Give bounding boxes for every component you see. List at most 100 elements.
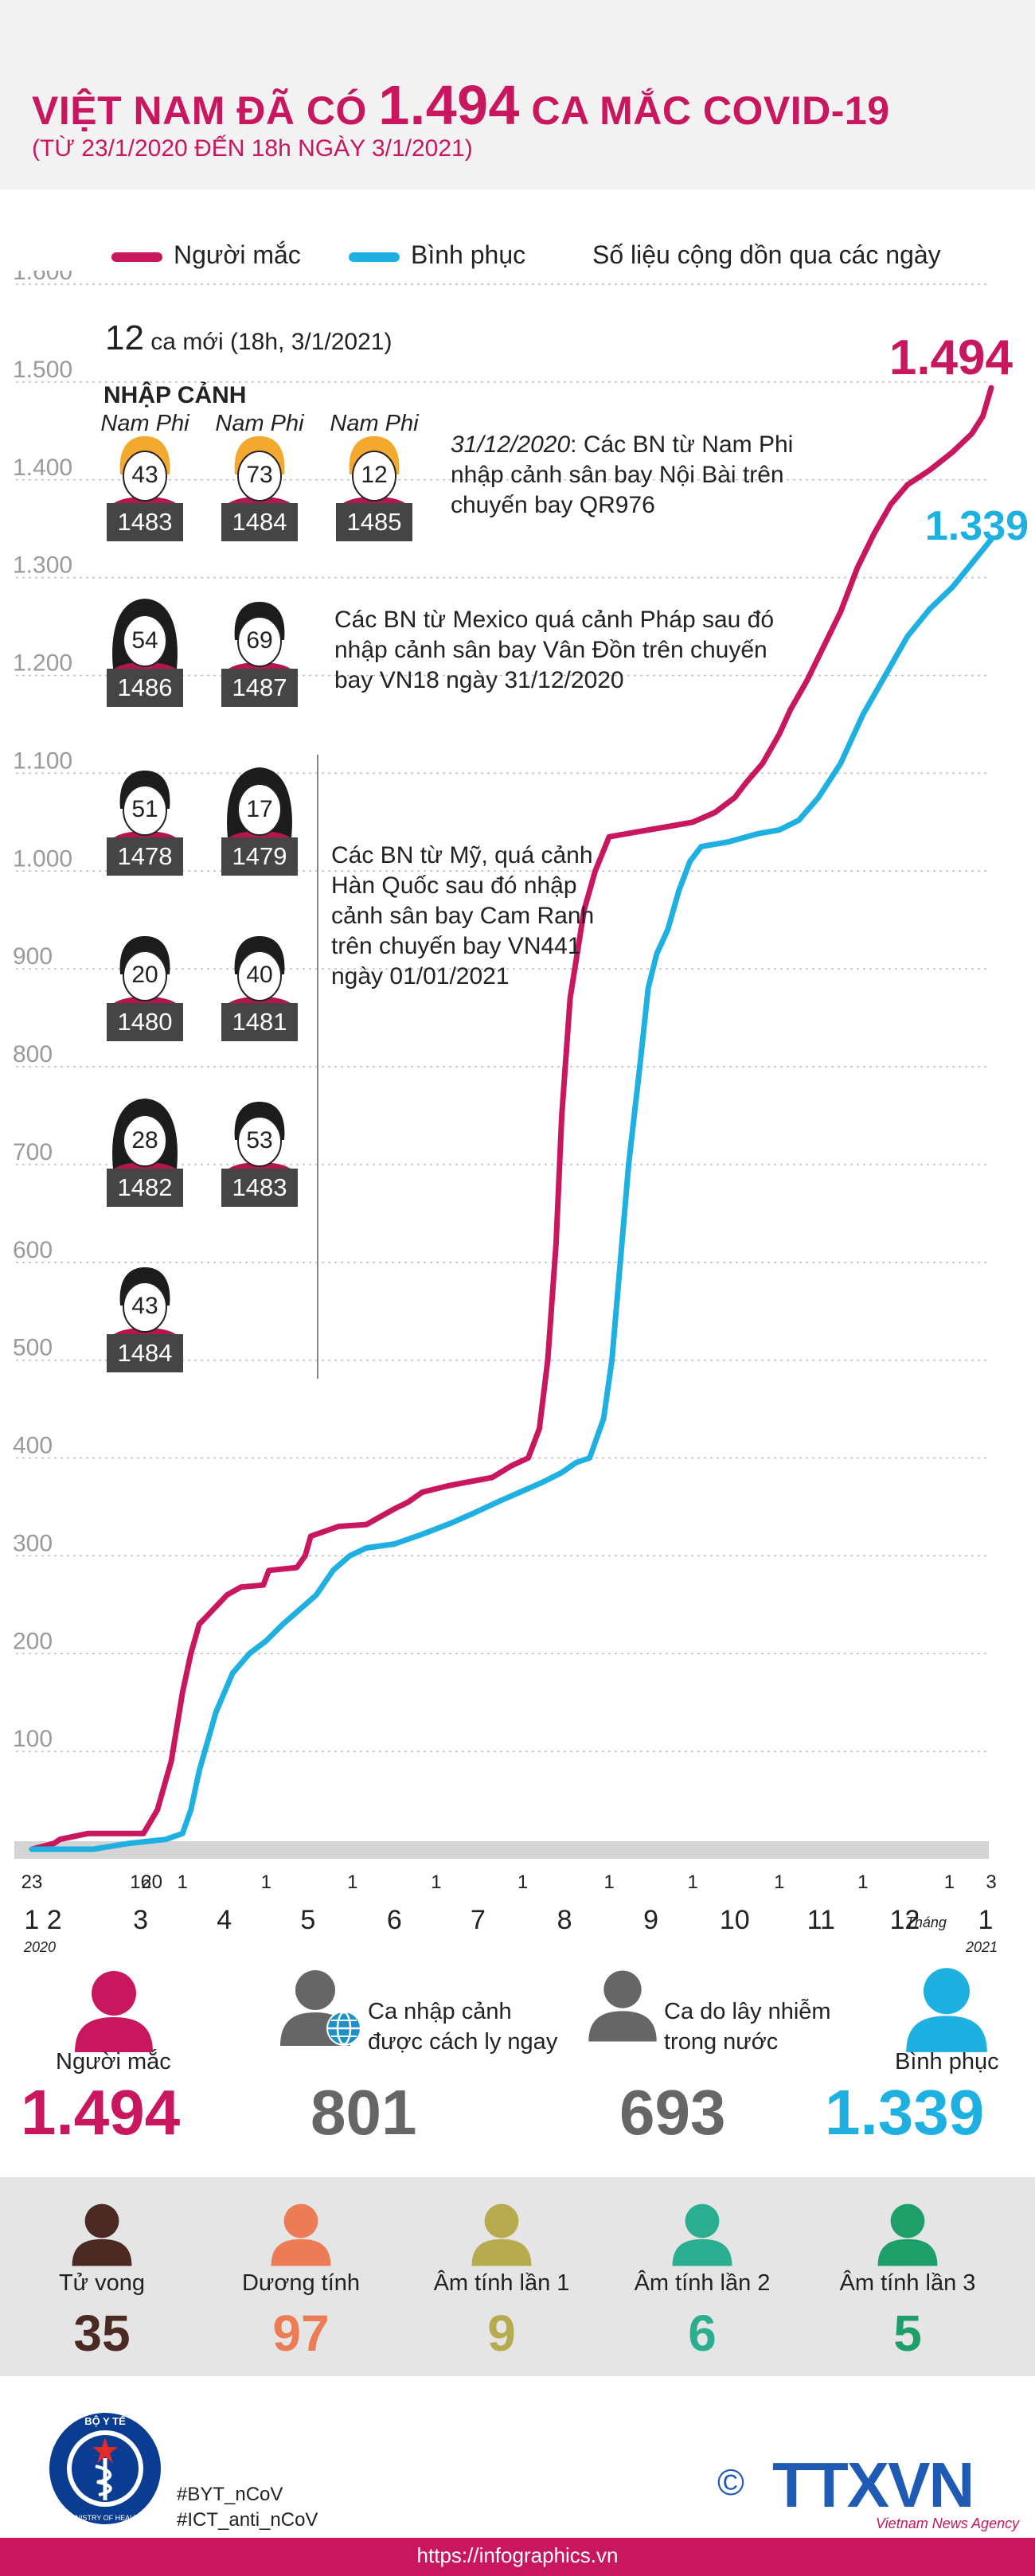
footer-url[interactable]: https://infographics.vn — [416, 2543, 619, 2567]
x-month-label: 11 — [807, 1905, 835, 1935]
chart-grid — [16, 283, 989, 1752]
x-day-label: 1 — [261, 1872, 271, 1893]
x-day-label: 3 — [986, 1872, 996, 1893]
patient-card: 43 1483 Nam Phi — [100, 411, 189, 549]
patient-id: 1487 — [221, 669, 298, 707]
patient-card: 54 1486 — [107, 580, 183, 715]
final-label-recovered: 1.339 — [925, 503, 1029, 549]
summary-recovered-value: 1.339 — [825, 2077, 985, 2148]
summary-local-label-line2: trong nước — [664, 2029, 779, 2055]
legend-recovered-label: Bình phục — [411, 240, 526, 269]
patient-id: 1484 — [221, 503, 298, 541]
summary-imported-label-line2: được cách ly ngay — [368, 2029, 558, 2055]
stat-value: 6 — [688, 2305, 717, 2362]
patient-id: 1481 — [221, 1003, 298, 1041]
patient-id: 1482 — [107, 1169, 183, 1207]
stat-value: 5 — [893, 2305, 922, 2362]
hashtag-ict: #ICT_anti_nCoV — [177, 2509, 318, 2531]
stat-label: Âm tính lần 3 — [839, 2270, 976, 2296]
person-icon — [877, 2203, 938, 2266]
y-tick-label: 800 — [13, 1041, 53, 1067]
copyright-symbol: © — [717, 2461, 744, 2503]
ttxvn-logo: TTXVN — [772, 2449, 974, 2520]
x-day-label: 20 — [141, 1872, 162, 1893]
patient-age: 12 — [361, 462, 388, 488]
title-number: 1.494 — [378, 74, 520, 136]
y-tick-label: 400 — [13, 1433, 53, 1459]
y-tick-label: 300 — [13, 1530, 53, 1556]
stat-label: Dương tính — [241, 2270, 361, 2296]
x-day-label: 1 — [177, 1872, 187, 1893]
legend-infected-swatch — [111, 252, 162, 262]
y-tick-label: 600 — [13, 1237, 53, 1263]
patient-id: 1483 — [221, 1169, 298, 1207]
summary-local-label: Ca do lây nhiễm trong nước — [664, 1996, 831, 2057]
annotation-text: : Các BN từ Nam Phi nhập cảnh sân bay Nộ… — [451, 431, 794, 518]
person-icon-recovered — [906, 1968, 987, 2052]
x-day-label: 1 — [518, 1872, 528, 1893]
annotation-usa: Các BN từ Mỹ, quá cảnh Hàn Quốc sau đó n… — [331, 842, 595, 989]
patient-id: 1478 — [107, 837, 183, 876]
new-cases: 12 ca mới (18h, 3/1/2021) — [105, 318, 392, 358]
y-tick-label: 1.600 — [13, 271, 72, 285]
group-divider — [317, 755, 318, 1379]
legend-infected-label: Người mắc — [174, 240, 301, 269]
patient-id: 1486 — [107, 669, 183, 707]
summary-local-label-line1: Ca do lây nhiễm — [664, 1999, 831, 2024]
patient-card: 69 1487 — [221, 580, 298, 715]
patient-card: 73 1484 Nam Phi — [215, 411, 304, 549]
svg-text:BỘ Y TẾ: BỘ Y TẾ — [84, 2415, 126, 2427]
patient-card: 17 1479 — [221, 748, 298, 884]
y-tick-label: 1.300 — [13, 552, 72, 579]
patient-card: 51 1478 — [107, 748, 183, 884]
y-tick-label: 1.000 — [13, 845, 72, 872]
person-icon — [271, 2203, 331, 2266]
patient-id: 1479 — [221, 837, 298, 876]
stat-label: Tử vong — [58, 2270, 146, 2296]
y-tick-label: 700 — [13, 1139, 53, 1165]
title-suffix: CA MẮC COVID-19 — [531, 88, 890, 133]
patient-age: 20 — [131, 962, 158, 988]
y-tick-label: 100 — [13, 1726, 53, 1752]
new-cases-text: ca mới (18h, 3/1/2021) — [150, 329, 393, 355]
person-icon — [72, 2203, 132, 2266]
x-day-label: 16 — [130, 1872, 151, 1893]
x-month-label: 4 — [217, 1905, 232, 1935]
stat-value: 35 — [73, 2305, 131, 2362]
chart-y-axis: 100 200 300 400 500 600 700 800 900 1.000 1.100 1.2… — [13, 271, 72, 1752]
patient-nationality: Nam Phi — [100, 411, 189, 436]
annotation-south-africa: 31/12/2020: Các BN từ Nam Phi nhập cảnh … — [451, 430, 833, 521]
y-tick-label: 500 — [13, 1335, 53, 1361]
x-month-label: 1 — [978, 1905, 994, 1935]
x-day-label: 1 — [857, 1872, 868, 1893]
final-label-infected: 1.494 — [889, 330, 1014, 385]
person-icon — [672, 2203, 732, 2266]
summary-imported-value: 801 — [310, 2077, 417, 2148]
patient-age: 73 — [246, 462, 273, 488]
y-tick-label: 200 — [13, 1628, 53, 1654]
patient-age: 69 — [246, 627, 273, 654]
y-tick-label: 1.200 — [13, 650, 72, 677]
page-title: VIỆT NAM ĐÃ CÓ 1.494 CA MẮC COVID-19 — [32, 73, 890, 137]
cumulative-cases-chart: 100 200 300 400 500 600 700 800 900 1.000 1.100 1.2… — [13, 271, 1029, 1955]
y-tick-label: 1.400 — [13, 455, 72, 481]
person-icon — [471, 2203, 532, 2266]
x-month-label: 7 — [471, 1905, 486, 1935]
patient-card: 40 1481 — [221, 914, 298, 1049]
annotation-date: 31/12/2020 — [451, 431, 571, 458]
summary-infected-value: 1.494 — [21, 2077, 181, 2148]
chart-x-axis-band — [14, 1841, 989, 1859]
legend-recovered: Bình phục — [349, 240, 525, 270]
legend-recovered-swatch — [349, 252, 400, 262]
footer-bar: https://infographics.vn — [0, 2538, 1035, 2576]
page-subtitle: (TỪ 23/1/2020 ĐẾN 18h NGÀY 3/1/2021) — [32, 135, 473, 162]
x-month-label: 1 2 — [24, 1905, 61, 1935]
summary-local-value: 693 — [619, 2077, 726, 2148]
x-month-label: 12 — [889, 1905, 920, 1935]
patient-card: 28 1482 — [107, 1079, 183, 1215]
x-month-label: 8 — [557, 1905, 572, 1935]
stat-label: Âm tính lần 2 — [634, 2270, 771, 2296]
patient-age: 53 — [246, 1127, 273, 1153]
x-day-label: 1 — [774, 1872, 784, 1893]
